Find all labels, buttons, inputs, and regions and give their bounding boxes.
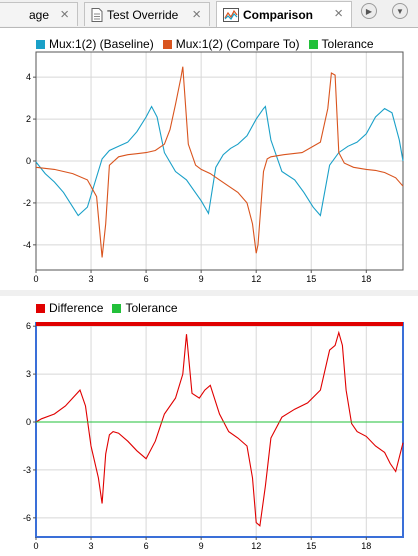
x-tick-label: 9	[199, 541, 204, 551]
series-line-difference[interactable]	[35, 330, 404, 527]
legend-item-baseline[interactable]: Mux:1(2) (Baseline)	[36, 37, 154, 51]
y-tick-label: -2	[23, 198, 31, 208]
plot-grid	[35, 323, 403, 537]
x-tick-label: 6	[144, 541, 149, 551]
tab-page[interactable]: age ×	[0, 2, 78, 26]
x-tick-label: 0	[33, 274, 38, 284]
x-tick-label: 12	[251, 541, 261, 551]
legend-label: Tolerance	[321, 37, 374, 51]
legend-label: Mux:1(2) (Compare To)	[175, 37, 300, 51]
plot-legend: Difference Tolerance	[36, 300, 187, 316]
x-tick-label: 6	[144, 274, 149, 284]
close-icon[interactable]: ×	[334, 5, 343, 22]
tab-list-dropdown-button[interactable]: ▼	[392, 3, 408, 19]
legend-label: Difference	[49, 301, 104, 315]
difference-exceed-band	[36, 322, 403, 326]
y-tick-label: 3	[26, 369, 31, 379]
y-tick-label: 2	[26, 114, 31, 124]
x-tick-label: 3	[89, 274, 94, 284]
x-tick-label: 15	[306, 541, 316, 551]
close-icon[interactable]: ×	[192, 6, 201, 23]
legend-item-tolerance[interactable]: Tolerance	[112, 301, 178, 315]
tab-label: Test Override	[107, 7, 179, 22]
y-tick-label: 4	[26, 72, 31, 82]
y-tick-label: 0	[26, 156, 31, 166]
legend-swatch	[36, 39, 45, 49]
comparison-plot-panel: Mux:1(2) (Baseline) Mux:1(2) (Compare To…	[0, 28, 418, 290]
plot-grid	[35, 52, 403, 270]
y-tick-label: 0	[26, 417, 31, 427]
y-tick-label: -3	[23, 465, 31, 475]
legend-swatch	[112, 303, 122, 313]
close-icon[interactable]: ×	[60, 6, 69, 23]
chart-icon	[223, 7, 239, 22]
y-tick-label: -6	[23, 513, 31, 523]
x-tick-label: 3	[89, 541, 94, 551]
series-line-mux-1-2-baseline[interactable]	[35, 105, 404, 217]
y-tick-label: -4	[23, 240, 31, 250]
legend-swatch	[36, 303, 45, 313]
x-tick-label: 12	[251, 274, 261, 284]
y-tick-label: 6	[26, 321, 31, 331]
tab-bar: age × Test Override × Comparison × ▶ ▼	[0, 0, 418, 28]
panel-divider[interactable]	[0, 290, 418, 296]
legend-item-difference[interactable]: Difference	[36, 301, 103, 315]
legend-label: Tolerance	[125, 301, 178, 315]
comparison-plot[interactable]: 0 3 6 9 12 15 18 -4 -2 0 2 4	[0, 28, 418, 290]
plot-legend: Mux:1(2) (Baseline) Mux:1(2) (Compare To…	[36, 36, 383, 52]
tab-test-override[interactable]: Test Override ×	[84, 2, 210, 26]
tab-comparison[interactable]: Comparison ×	[216, 1, 352, 27]
tab-label: age	[29, 7, 50, 22]
tab-label: Comparison	[243, 7, 314, 22]
x-tick-label: 9	[199, 274, 204, 284]
document-icon	[91, 7, 103, 22]
legend-item-tolerance[interactable]: Tolerance	[308, 37, 374, 51]
scroll-tabs-right-button[interactable]: ▶	[361, 3, 377, 19]
difference-plot[interactable]: 0 3 6 9 12 15 18 -6 -3 0 3 6	[0, 296, 418, 556]
series-line-mux-1-2-compare-to[interactable]	[35, 66, 404, 258]
legend-item-compare[interactable]: Mux:1(2) (Compare To)	[162, 37, 300, 51]
legend-label: Mux:1(2) (Baseline)	[49, 37, 154, 51]
legend-swatch	[162, 39, 172, 49]
x-tick-label: 15	[306, 274, 316, 284]
x-tick-label: 18	[361, 274, 371, 284]
x-tick-label: 18	[361, 541, 371, 551]
difference-plot-panel: Difference Tolerance 0 3 6 9 12 15 18 -6 -3 0 3 6	[0, 296, 418, 556]
legend-swatch	[308, 39, 318, 49]
x-tick-label: 0	[33, 541, 38, 551]
